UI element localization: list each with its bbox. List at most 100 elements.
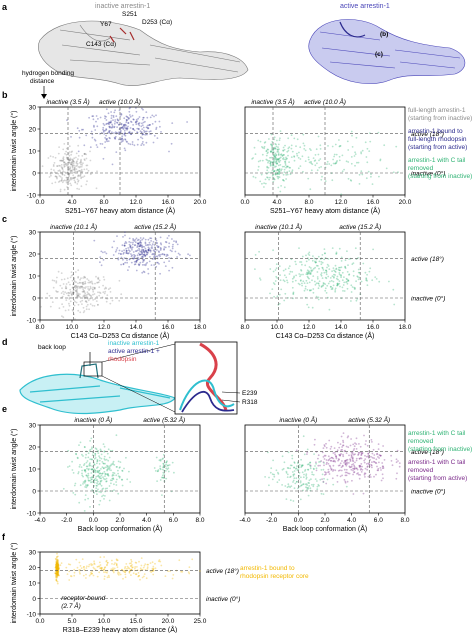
data-point xyxy=(274,152,277,155)
data-point xyxy=(74,181,77,184)
data-point xyxy=(286,486,289,489)
data-point xyxy=(135,260,137,263)
data-point xyxy=(87,497,89,500)
data-point xyxy=(117,492,120,495)
data-point xyxy=(106,474,109,477)
data-point xyxy=(84,282,87,285)
data-point xyxy=(164,241,167,243)
data-point xyxy=(359,465,362,468)
data-point xyxy=(306,269,309,272)
data-point xyxy=(283,148,286,151)
data-point xyxy=(300,466,303,468)
data-point xyxy=(294,482,297,485)
data-point xyxy=(56,567,59,570)
data-point xyxy=(333,153,336,156)
data-point xyxy=(56,574,59,577)
data-point xyxy=(104,472,107,475)
data-point xyxy=(281,154,284,157)
data-point xyxy=(106,466,108,468)
data-point xyxy=(339,443,342,445)
data-point xyxy=(331,477,334,480)
data-point xyxy=(309,467,312,470)
data-point xyxy=(283,158,285,161)
data-point xyxy=(108,576,110,578)
data-point xyxy=(80,160,82,162)
data-point xyxy=(286,473,289,476)
data-point xyxy=(155,456,158,459)
data-point xyxy=(139,245,142,248)
data-point xyxy=(322,284,325,286)
data-point xyxy=(343,468,346,471)
top-reference-label: inactive (10.1 Å) xyxy=(255,222,302,231)
data-point xyxy=(150,247,153,249)
data-point xyxy=(74,285,77,287)
data-point xyxy=(40,305,42,308)
data-point xyxy=(102,259,105,261)
data-point xyxy=(56,567,59,570)
data-point xyxy=(57,559,59,561)
data-point xyxy=(68,570,71,573)
data-point xyxy=(93,567,96,570)
data-point xyxy=(54,572,57,575)
data-point xyxy=(74,170,77,173)
data-point xyxy=(350,291,353,293)
data-point xyxy=(145,111,148,113)
x-tick-label: 5.0 xyxy=(67,618,76,625)
data-point xyxy=(66,177,68,179)
data-point xyxy=(109,479,112,482)
data-point xyxy=(377,131,380,134)
data-point xyxy=(51,182,54,185)
data-point xyxy=(381,465,384,468)
data-point xyxy=(281,158,284,160)
data-point xyxy=(108,121,110,124)
data-point xyxy=(57,573,59,576)
data-point xyxy=(97,471,100,474)
data-point xyxy=(122,128,125,131)
data-point xyxy=(338,139,340,141)
data-point xyxy=(80,176,83,179)
residue-sticks xyxy=(109,27,135,43)
data-point xyxy=(82,283,84,285)
data-point xyxy=(153,467,156,469)
data-point xyxy=(264,141,267,143)
data-point xyxy=(71,150,73,153)
data-point xyxy=(81,453,83,456)
data-point xyxy=(310,270,313,273)
data-point xyxy=(109,137,111,140)
x-tick-label: 6.0 xyxy=(374,517,383,524)
data-point xyxy=(287,149,290,152)
data-point xyxy=(85,573,87,576)
data-point xyxy=(171,238,173,240)
data-point xyxy=(104,466,107,469)
data-point xyxy=(358,466,361,469)
data-point xyxy=(67,169,69,172)
data-point xyxy=(307,494,310,497)
data-point xyxy=(284,485,287,487)
data-point xyxy=(65,287,67,290)
data-point xyxy=(102,487,105,490)
data-point xyxy=(335,277,338,280)
data-point xyxy=(334,162,336,165)
x-tick-label: -2.0 xyxy=(61,517,73,524)
data-point xyxy=(287,451,290,454)
data-point xyxy=(58,180,61,183)
data-point xyxy=(120,139,123,141)
data-point xyxy=(138,124,141,127)
data-point xyxy=(98,463,101,465)
data-point xyxy=(111,559,113,562)
data-point xyxy=(87,472,90,475)
data-point xyxy=(273,170,275,173)
data-point xyxy=(274,280,277,282)
data-point xyxy=(116,466,118,468)
data-point xyxy=(57,172,60,175)
data-point xyxy=(91,288,94,290)
data-point xyxy=(253,146,256,149)
chart-b-right: inactive (3.5 Å) active (10.0 Å)active (1… xyxy=(240,97,445,215)
data-point xyxy=(55,566,57,569)
data-point xyxy=(282,467,285,470)
data-point xyxy=(75,286,78,289)
data-point xyxy=(131,143,134,146)
data-point xyxy=(348,274,350,276)
data-point xyxy=(105,119,108,121)
data-point xyxy=(55,567,58,570)
